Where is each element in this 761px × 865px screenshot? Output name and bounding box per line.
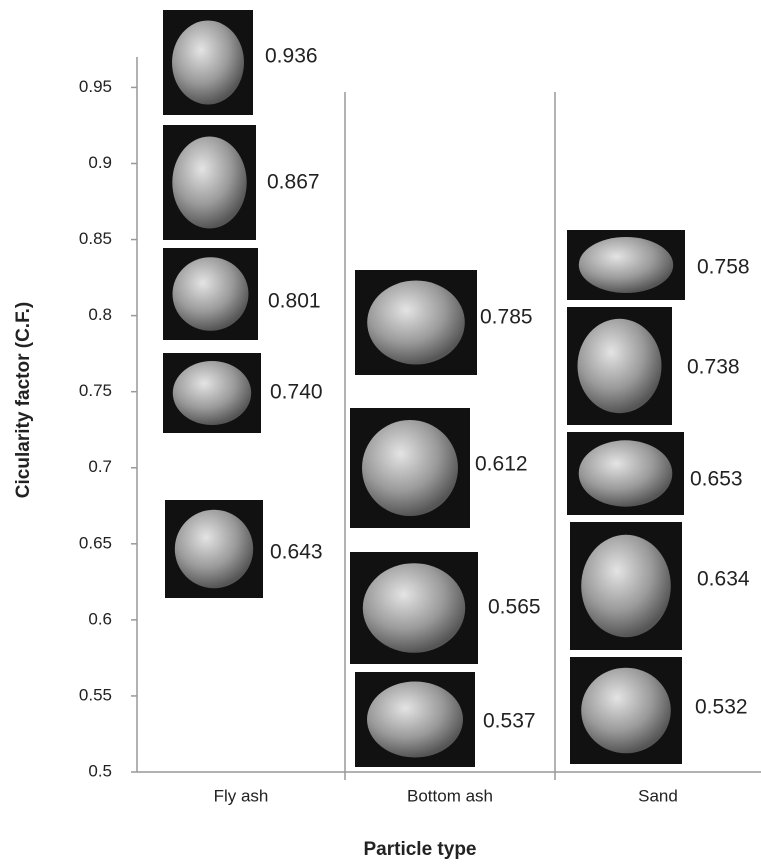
x-tick-label: Sand — [638, 786, 678, 805]
particle-image — [163, 248, 258, 340]
particle — [581, 668, 671, 754]
value-label: 0.785 — [480, 306, 533, 329]
particle-image — [165, 500, 263, 598]
y-tick-label: 0.8 — [88, 305, 112, 324]
y-tick-label: 0.75 — [79, 381, 112, 400]
particle — [362, 420, 458, 516]
particle — [579, 237, 673, 293]
y-tick-label: 0.55 — [79, 685, 112, 704]
particle-image — [350, 552, 478, 664]
value-label: 0.740 — [270, 381, 323, 404]
particle-image — [163, 125, 256, 240]
value-label: 0.612 — [475, 453, 528, 476]
x-tick-label: Fly ash — [214, 786, 269, 805]
particle-image — [567, 432, 684, 515]
value-label: 0.537 — [483, 710, 536, 733]
particle-image — [567, 230, 685, 300]
value-label: 0.758 — [697, 256, 750, 279]
particle-image — [350, 408, 470, 528]
y-axis-title: Cicularity factor (C.F.) — [13, 302, 34, 498]
particle-image — [163, 353, 261, 433]
y-tick-label: 0.85 — [79, 229, 112, 248]
y-tick-label: 0.5 — [88, 761, 112, 780]
value-label: 0.867 — [267, 171, 320, 194]
value-label: 0.653 — [690, 468, 743, 491]
value-label: 0.643 — [270, 541, 323, 564]
particle-image — [163, 10, 253, 115]
value-label: 0.565 — [488, 596, 541, 619]
particle-image — [567, 307, 672, 425]
value-label: 0.738 — [687, 356, 740, 379]
value-label: 0.936 — [265, 45, 318, 68]
particle — [367, 682, 463, 758]
particle — [578, 319, 662, 413]
particle-image — [355, 672, 475, 767]
particle — [581, 535, 671, 637]
value-label: 0.801 — [268, 290, 321, 313]
particle — [363, 563, 465, 653]
y-tick-label: 0.65 — [79, 533, 112, 552]
particle-image — [570, 522, 682, 650]
particle — [172, 21, 244, 105]
chart: Cicularity factor (C.F.) Particle type 0… — [0, 0, 761, 865]
particle — [173, 257, 249, 331]
value-label: 0.634 — [697, 568, 750, 591]
x-axis-title: Particle type — [364, 839, 477, 860]
particle — [367, 281, 465, 365]
particle — [579, 440, 673, 506]
x-tick-label: Bottom ash — [407, 786, 493, 805]
y-tick-label: 0.95 — [79, 77, 112, 96]
y-tick-label: 0.9 — [88, 153, 112, 172]
y-tick-label: 0.6 — [88, 609, 112, 628]
value-label: 0.532 — [695, 696, 748, 719]
particle — [173, 361, 251, 425]
particle-image — [570, 657, 682, 764]
y-tick-label: 0.7 — [88, 457, 112, 476]
particle — [175, 510, 253, 588]
particle — [172, 137, 246, 229]
particle-image — [355, 270, 477, 375]
